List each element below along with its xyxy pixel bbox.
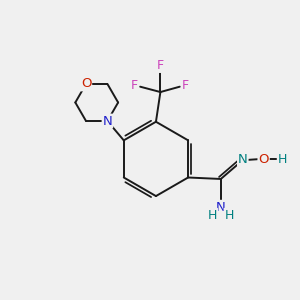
Text: N: N — [238, 153, 248, 166]
Text: H: H — [208, 209, 217, 222]
Text: H: H — [278, 153, 287, 166]
Text: F: F — [157, 59, 164, 72]
Text: N: N — [103, 115, 112, 128]
Text: F: F — [182, 79, 189, 92]
Text: O: O — [81, 77, 91, 91]
Text: H: H — [224, 209, 234, 222]
Text: O: O — [258, 153, 269, 166]
Text: F: F — [131, 79, 138, 92]
Text: N: N — [216, 201, 226, 214]
